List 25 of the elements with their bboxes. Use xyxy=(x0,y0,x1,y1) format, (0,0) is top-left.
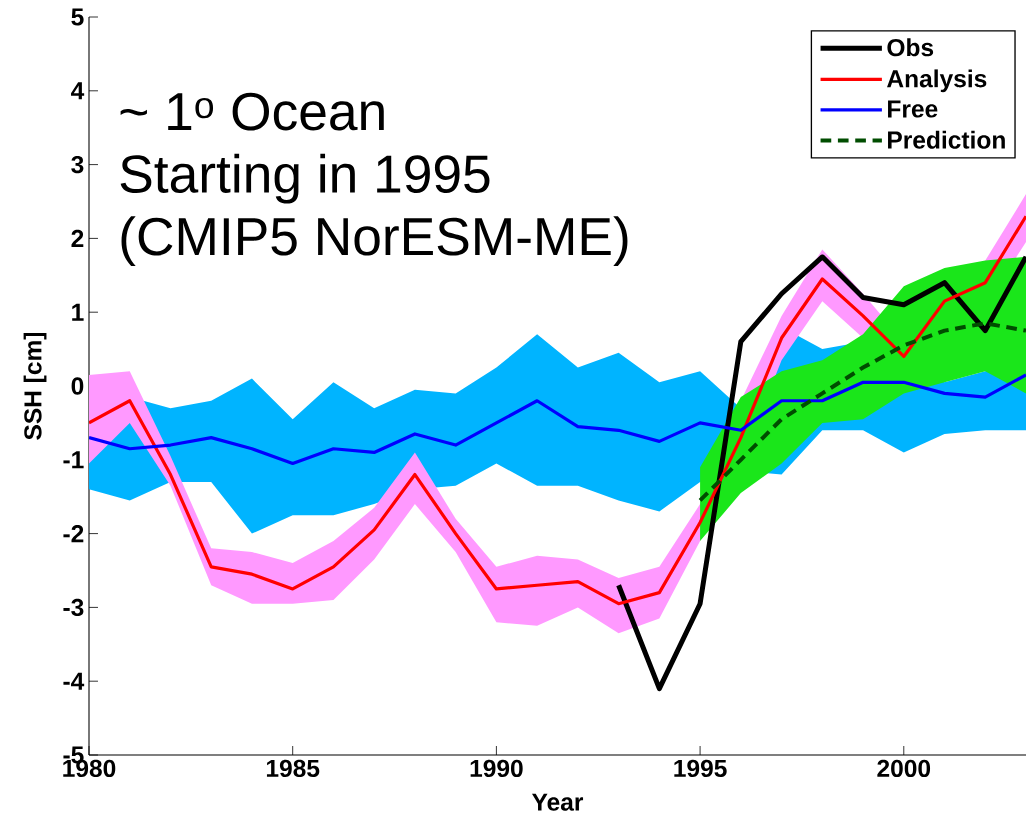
y-axis-title: SSH [cm] xyxy=(23,332,47,440)
legend-label: Prediction xyxy=(888,130,1005,149)
line-series xyxy=(89,373,1026,466)
annotation: (CMIP5 NorESM-ME) xyxy=(121,216,628,267)
x-tick-label: 1990 xyxy=(470,759,523,778)
x-tick-label: 1995 xyxy=(674,759,727,778)
y-tick-label: -4 xyxy=(63,672,85,690)
y-tick-label: 5 xyxy=(71,8,84,26)
x-axis-title: Year xyxy=(532,793,584,811)
x-tick-label: 2000 xyxy=(877,759,931,778)
y-tick-label: -1 xyxy=(63,451,84,469)
y-tick-label: -3 xyxy=(63,598,84,617)
x-tick-label: 1985 xyxy=(266,759,320,778)
y-tick-label: 0 xyxy=(71,377,84,395)
legend-label: Analysis xyxy=(887,69,987,93)
legend-label: Obs xyxy=(887,38,934,57)
annotation: Starting in 1995 xyxy=(120,153,490,204)
line-series xyxy=(698,321,1026,503)
legend-label: Free xyxy=(888,100,938,118)
y-tick-label: 2 xyxy=(71,229,84,247)
annotation: ~ 1$^{o}$ Ocean xyxy=(120,92,384,131)
y-tick-label: 3 xyxy=(71,155,84,174)
y-tick-label: -2 xyxy=(63,525,84,543)
y-tick-label: 1 xyxy=(72,303,84,321)
y-tick-label: 4 xyxy=(71,82,85,100)
